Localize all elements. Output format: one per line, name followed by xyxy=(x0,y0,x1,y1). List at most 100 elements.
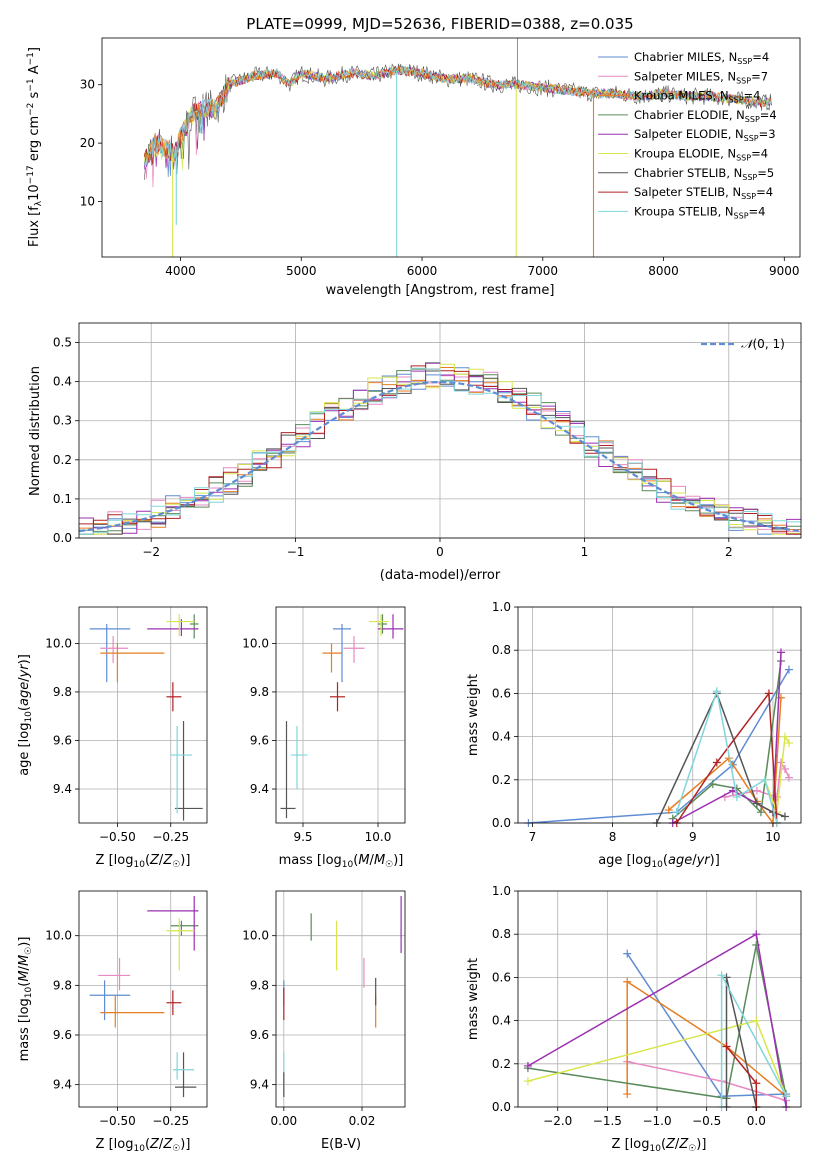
legend-label-salpeter-elodie: Salpeter ELODIE, NSSP=3 xyxy=(634,127,776,143)
age-vs-mass-frame xyxy=(275,606,406,824)
x-tick-label: 0.02 xyxy=(349,1114,376,1128)
mass-ylabel-word: mass xyxy=(17,1027,32,1061)
weight-marker xyxy=(722,973,731,982)
y-tick-label: 9.6 xyxy=(53,733,72,747)
y-tick-label: 0.0 xyxy=(492,816,511,830)
errorbar-kroupa-miles xyxy=(100,643,165,683)
spectrum-kroupa-miles xyxy=(144,65,772,165)
x-tick-label: 6000 xyxy=(407,264,438,278)
errorbar-kroupa-miles xyxy=(100,995,165,1028)
weight-marker xyxy=(672,808,681,817)
weight-vs-age-panel: 7 8 9 10 0.0 0.2 0.4 0.6 0.8 1.0 age [log10(age/y… xyxy=(466,600,802,870)
weight-marker xyxy=(780,732,789,741)
errorbar-salpeter-elodie xyxy=(147,895,199,951)
legend-label-kroupa-stelib: Kroupa STELIB, NSSP=4 xyxy=(634,204,765,220)
weight-series-kroupa-stelib xyxy=(672,687,781,827)
errorbar-chabrier-elodie xyxy=(378,614,387,634)
x-tick-label: −0.5 xyxy=(692,1114,721,1128)
x-tick-label: 2 xyxy=(725,545,733,559)
errorbar-salpeter-elodie xyxy=(378,614,404,639)
legend-label-kroupa-miles: Kroupa MILES, NSSP=4 xyxy=(634,89,760,105)
normal-reference-curve xyxy=(78,380,802,533)
errorbar-salpeter-stelib xyxy=(166,990,182,1016)
y-tick-label: 10.0 xyxy=(242,636,269,650)
spectrum-legend: Chabrier MILES, NSSP=4 Salpeter MILES, NS… xyxy=(598,50,777,220)
spectrum-panel: PLATE=0999, MJD=52636, FIBERID=0388, z=0… xyxy=(26,15,801,298)
weight-marker xyxy=(784,739,793,748)
weight-marker xyxy=(780,812,789,821)
x-tick-label: 4000 xyxy=(165,264,196,278)
y-tick-label: 0.2 xyxy=(492,1057,511,1071)
age-vs-metallicity-panel: −0.50 −0.259.49.69.810.0 Z [log10(Z/Z☉)] … xyxy=(17,606,208,870)
y-tick-label: 0.3 xyxy=(53,414,72,428)
weight-vs-metallicity-xlabel: Z [log10(Z/Z☉)] xyxy=(612,1137,707,1154)
weight-vs-metallicity-ylabel: mass weight xyxy=(466,958,481,1040)
x-tick-label: −0.25 xyxy=(152,830,189,844)
weight-marker xyxy=(752,1079,761,1088)
x-tick-label: −0.50 xyxy=(99,830,136,844)
errorbar-salpeter-miles xyxy=(100,636,129,663)
x-tick-label: 8000 xyxy=(648,264,679,278)
y-tick-label: 0.6 xyxy=(492,686,511,700)
y-tick-label: 0.0 xyxy=(53,531,72,545)
errorbar-salpeter-miles xyxy=(98,958,131,991)
weight-vs-age-frame xyxy=(517,606,802,824)
y-tick-label: 0.8 xyxy=(492,643,511,657)
y-tick-label: 9.8 xyxy=(250,978,269,992)
mass-vs-metallicity-frame xyxy=(78,890,208,1108)
y-tick-label: 1.0 xyxy=(492,600,511,614)
y-tick-label: 0.8 xyxy=(492,927,511,941)
weight-marker xyxy=(760,775,769,784)
y-tick-label: 0.6 xyxy=(492,970,511,984)
y-tick-label: 10 xyxy=(80,195,95,209)
weight-marker xyxy=(782,1092,791,1101)
legend-label-kroupa-elodie: Kroupa ELODIE, NSSP=4 xyxy=(634,147,768,163)
y-tick-label: 9.4 xyxy=(250,782,269,796)
weight-marker xyxy=(764,689,773,698)
y-tick-label: 9.4 xyxy=(53,1078,72,1092)
legend-label-salpeter-miles: Salpeter MILES, NSSP=7 xyxy=(634,69,768,85)
y-tick-label: 0.2 xyxy=(53,453,72,467)
weight-marker xyxy=(752,786,761,795)
x-tick-label: 10.0 xyxy=(365,830,392,844)
weight-vs-metallicity-panel: −2.0 −1.5 −1.0 −0.5 0.0 0.0 0.2 0.4 0.6 0.8 1.0 Z … xyxy=(466,884,802,1154)
x-tick-label: −0.25 xyxy=(152,1114,189,1128)
weight-marker xyxy=(664,806,673,815)
weight-marker xyxy=(784,773,793,782)
age-vs-mass-xlabel: mass [log10(M/M☉)] xyxy=(279,853,404,870)
weight-marker xyxy=(776,648,785,657)
weight-series-chabrier-elodie xyxy=(668,657,785,823)
weight-marker xyxy=(623,977,632,986)
errorbar-chabrier-stelib xyxy=(280,721,296,819)
x-tick-label: 0 xyxy=(436,545,444,559)
y-tick-label: 0.2 xyxy=(492,773,511,787)
weight-marker xyxy=(776,758,785,767)
weight-vs-age-xlabel: age [log10(age/yr)] xyxy=(598,853,720,870)
weight-marker xyxy=(752,1016,761,1025)
mass-vs-metallicity-panel: −0.50 −0.259.49.69.810.0 Z [log10(Z/Z☉)] … xyxy=(17,890,208,1154)
weight-marker xyxy=(623,1090,632,1099)
y-tick-label: 9.6 xyxy=(250,1028,269,1042)
y-tick-label: 10.0 xyxy=(45,636,72,650)
y-tick-label: 0.5 xyxy=(53,336,72,350)
x-tick-label: 0.00 xyxy=(270,1114,297,1128)
y-tick-label: 9.8 xyxy=(53,978,72,992)
errorbar-kroupa-elodie xyxy=(166,918,195,971)
mass-vs-extinction-xlabel: E(B-V) xyxy=(321,1137,361,1152)
weight-marker xyxy=(708,780,717,789)
errorbar-kroupa-stelib xyxy=(291,725,308,790)
residuals-legend: 𝒩(0, 1) xyxy=(701,337,785,351)
errorbar-kroupa-stelib xyxy=(172,1052,195,1080)
mass-vs-extinction-frame xyxy=(275,890,406,1108)
legend-label-chabrier-miles: Chabrier MILES, NSSP=4 xyxy=(634,50,769,66)
weight-marker xyxy=(780,765,789,773)
weight-series-salpeter-miles xyxy=(720,758,793,802)
weight-marker xyxy=(732,784,741,793)
weight-vs-metallicity-frame xyxy=(517,890,802,1108)
errorbar-kroupa-elodie xyxy=(369,614,389,637)
spectrum-title: PLATE=0999, MJD=52636, FIBERID=0388, z=0… xyxy=(246,15,633,33)
y-tick-label: 9.8 xyxy=(53,685,72,699)
x-tick-label: 9 xyxy=(689,830,697,844)
y-tick-label: 0.4 xyxy=(492,1014,511,1028)
errorbar-chabrier-stelib xyxy=(175,1052,197,1098)
